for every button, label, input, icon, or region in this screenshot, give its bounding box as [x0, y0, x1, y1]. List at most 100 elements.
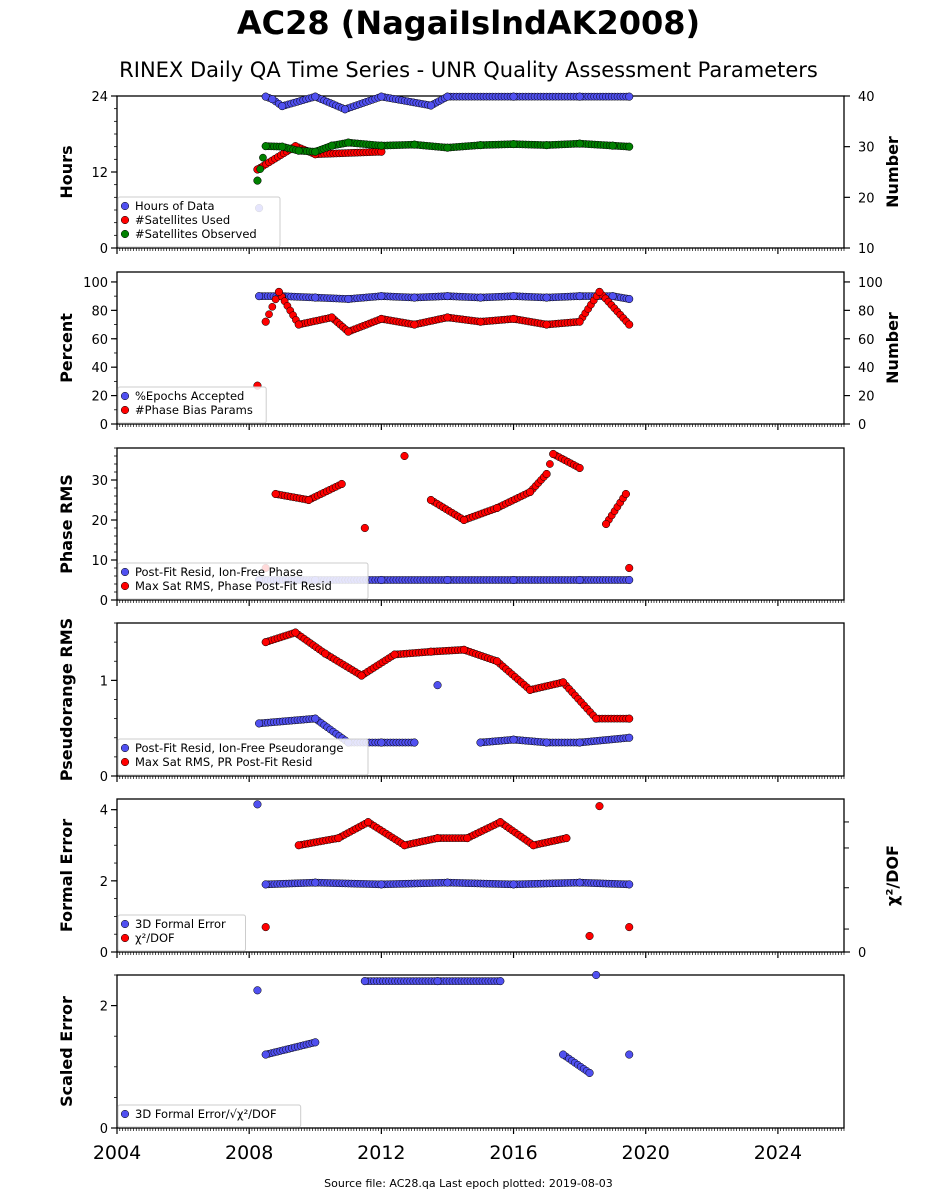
- y-axis-label: Phase RMS: [57, 474, 76, 574]
- y-tick-label: 1: [100, 674, 108, 689]
- data-point: [253, 800, 262, 809]
- page-subtitle: RINEX Daily QA Time Series - UNR Quality…: [119, 58, 818, 82]
- legend-label: χ²/DOF: [135, 931, 175, 945]
- y-tick-label: 0: [100, 770, 108, 785]
- data-point: [261, 880, 270, 889]
- data-point: [509, 575, 518, 585]
- data-point: [294, 841, 303, 850]
- y2-tick-label: 20: [858, 390, 875, 405]
- data-point: [377, 292, 386, 301]
- legend-label: #Satellites Used: [135, 213, 230, 227]
- data-point: [625, 714, 634, 723]
- y-axis-label: Scaled Error: [57, 996, 76, 1107]
- y2-axis-label: Number: [883, 312, 902, 384]
- data-point: [400, 451, 409, 461]
- y-axis-label: Percent: [57, 313, 76, 383]
- data-point: [526, 685, 535, 694]
- data-point: [542, 469, 551, 479]
- data-point: [256, 165, 265, 173]
- x-tick-label: 2004: [93, 1142, 141, 1164]
- data-point: [261, 1050, 270, 1059]
- data-point: [377, 141, 386, 150]
- y-tick-label: 20: [91, 390, 108, 405]
- data-point: [459, 515, 469, 525]
- data-point: [575, 317, 584, 326]
- data-point: [357, 671, 366, 680]
- legend-marker: [120, 1109, 130, 1119]
- data-point: [337, 479, 346, 489]
- data-point: [340, 105, 350, 114]
- y-axis-label: Pseudorange RMS: [57, 618, 76, 781]
- legend-label: #Phase Bias Params: [135, 403, 253, 417]
- data-point: [575, 292, 584, 301]
- data-point: [542, 141, 551, 150]
- data-point: [443, 292, 452, 301]
- y-tick-label: 12: [91, 166, 108, 181]
- legend-marker: [120, 743, 130, 753]
- y-axis-label: Hours: [57, 145, 76, 198]
- data-point: [433, 977, 442, 986]
- legend-marker: [120, 405, 130, 415]
- data-point: [311, 714, 320, 723]
- data-point: [377, 880, 386, 889]
- data-point: [255, 719, 264, 728]
- data-point: [410, 140, 419, 149]
- data-point: [410, 738, 419, 747]
- legend-label: Hours of Data: [135, 199, 215, 213]
- data-point: [562, 834, 571, 843]
- y-axis-label: Formal Error: [57, 819, 76, 932]
- data-point: [529, 841, 538, 850]
- data-point: [592, 714, 601, 723]
- data-point: [476, 317, 485, 326]
- legend-marker: [120, 757, 130, 767]
- legend-marker: [120, 229, 130, 239]
- y-tick-label: 80: [91, 304, 108, 319]
- y2-tick-label: 40: [858, 361, 875, 376]
- legend-box: [117, 386, 267, 424]
- y2-tick-label: 0: [858, 946, 866, 961]
- y-tick-label: 2: [100, 1000, 108, 1015]
- data-point: [377, 575, 386, 585]
- x-tick-label: 2020: [622, 1142, 670, 1164]
- data-point: [321, 649, 330, 658]
- data-point: [625, 575, 634, 585]
- data-point: [311, 147, 320, 156]
- data-point: [268, 302, 277, 311]
- data-point: [625, 92, 634, 101]
- data-point: [595, 802, 604, 811]
- data-point: [360, 977, 369, 986]
- data-point: [274, 287, 283, 296]
- data-point: [253, 176, 262, 185]
- data-point: [608, 141, 617, 150]
- data-point: [291, 628, 300, 637]
- data-point: [621, 489, 630, 499]
- data-point: [492, 503, 502, 513]
- data-point: [625, 142, 634, 151]
- y-tick-label: 30: [91, 474, 108, 489]
- legend-marker: [120, 919, 130, 929]
- legend-box: [117, 1104, 302, 1128]
- data-point: [575, 575, 584, 585]
- legend-marker: [120, 215, 130, 225]
- data-point: [575, 463, 584, 473]
- data-point: [625, 320, 634, 329]
- y-tick-label: 20: [91, 514, 108, 529]
- legend-box: [117, 914, 246, 952]
- y2-tick-label: 100: [858, 276, 883, 291]
- data-point: [377, 314, 386, 323]
- y-tick-label: 2: [100, 875, 108, 890]
- data-point: [278, 102, 287, 111]
- y2-tick-label: 60: [858, 333, 875, 348]
- y-tick-label: 0: [100, 418, 108, 433]
- data-point: [625, 880, 634, 889]
- legend-label: Max Sat RMS, Phase Post-Fit Resid: [135, 579, 332, 593]
- x-tick-label: 2024: [754, 1142, 802, 1164]
- data-point: [327, 141, 336, 150]
- data-point: [344, 294, 353, 304]
- data-point: [625, 923, 634, 932]
- data-point: [542, 293, 551, 302]
- legend-marker: [120, 391, 130, 401]
- data-point: [311, 878, 320, 887]
- x-tick-label: 2008: [225, 1142, 273, 1164]
